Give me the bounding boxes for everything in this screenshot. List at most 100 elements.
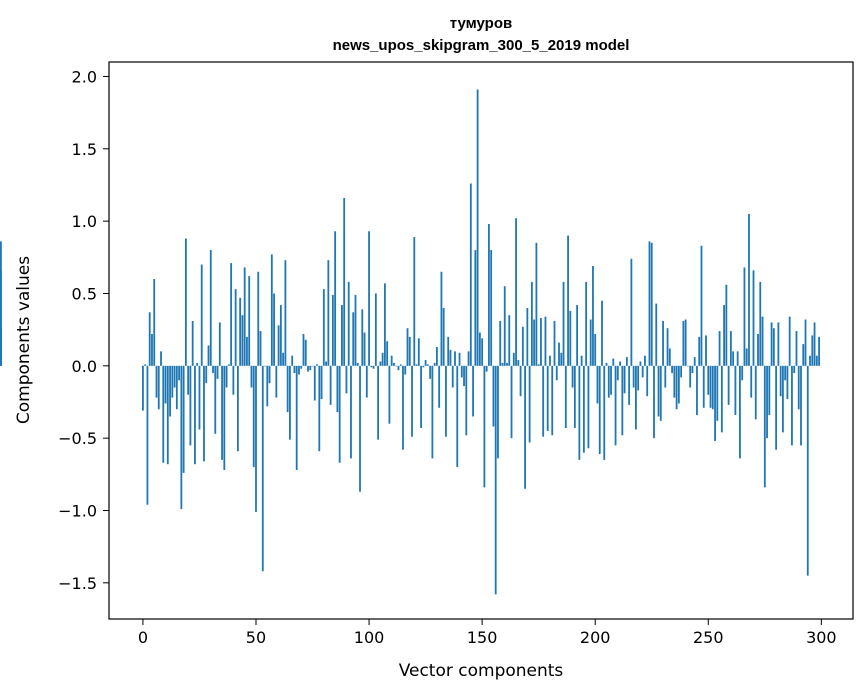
- bar: [648, 241, 651, 366]
- bar: [424, 360, 427, 366]
- bar: [535, 242, 538, 366]
- bar: [350, 365, 352, 459]
- bar: [589, 319, 592, 366]
- bar: [567, 235, 569, 366]
- bar: [343, 197, 346, 366]
- bar: [345, 365, 348, 394]
- bar: [569, 310, 572, 366]
- bar: [614, 365, 617, 446]
- bar: [397, 365, 400, 371]
- bar: [659, 365, 662, 421]
- bar: [625, 357, 628, 366]
- bar: [768, 365, 771, 416]
- bar: [320, 365, 323, 400]
- bar: [277, 325, 280, 366]
- bar: [474, 250, 477, 366]
- bar: [225, 365, 228, 388]
- bar: [447, 336, 450, 366]
- bar: [664, 365, 667, 388]
- bar: [291, 355, 294, 366]
- bar: [458, 352, 461, 366]
- bar: [307, 365, 309, 372]
- x-tick-label: 150: [467, 628, 498, 647]
- bar: [698, 336, 701, 366]
- bar: [456, 365, 459, 468]
- bar: [393, 362, 395, 366]
- bar: [594, 333, 597, 366]
- bar: [492, 365, 495, 427]
- plot-frame: [108, 61, 854, 620]
- bar: [429, 365, 432, 379]
- bar: [779, 365, 782, 397]
- bar: [752, 270, 755, 366]
- bar: [264, 365, 266, 367]
- bar: [442, 307, 445, 366]
- bar: [295, 365, 298, 470]
- bar: [467, 351, 470, 366]
- bar: [786, 365, 789, 400]
- bar: [644, 355, 646, 366]
- bar: [743, 267, 746, 366]
- bar: [515, 218, 517, 366]
- bar: [341, 305, 343, 366]
- bar: [417, 338, 420, 366]
- bar: [793, 365, 796, 374]
- bar: [605, 362, 608, 366]
- bar: [381, 352, 384, 366]
- bar: [668, 348, 671, 366]
- bar: [372, 365, 375, 369]
- bar: [266, 365, 269, 407]
- bar: [166, 365, 169, 465]
- bar: [399, 364, 402, 366]
- bar: [544, 316, 547, 366]
- bar: [562, 281, 565, 366]
- bar: [198, 365, 201, 430]
- bar: [164, 365, 167, 404]
- y-tick-label: −0.5: [58, 429, 97, 448]
- x-axis-label: Vector components: [399, 661, 564, 681]
- bar: [239, 297, 242, 366]
- bar: [655, 303, 658, 366]
- bar: [241, 315, 244, 366]
- bar: [386, 341, 389, 366]
- bar: [501, 362, 504, 366]
- bar: [761, 316, 764, 366]
- bar: [763, 365, 766, 488]
- bar: [804, 319, 807, 366]
- bar: [476, 89, 479, 366]
- bar: [736, 351, 739, 366]
- bar: [612, 358, 615, 366]
- y-tick-label: 2.0: [72, 67, 97, 86]
- bar: [716, 365, 719, 421]
- bar: [268, 365, 271, 384]
- bar: [696, 365, 698, 416]
- bar: [757, 333, 759, 366]
- bar: [469, 183, 472, 366]
- bar: [309, 365, 312, 371]
- bar: [435, 347, 438, 366]
- bar: [691, 365, 694, 374]
- bar: [802, 344, 805, 366]
- bar: [0, 270, 2, 366]
- bar: [279, 305, 282, 366]
- bar: [402, 365, 404, 450]
- bar: [390, 355, 393, 366]
- bar: [530, 281, 533, 366]
- bar: [485, 365, 488, 372]
- bar: [218, 322, 221, 366]
- bar: [537, 364, 540, 366]
- bar: [770, 322, 773, 366]
- bar: [754, 365, 757, 420]
- bar: [603, 365, 606, 460]
- bar: [524, 365, 527, 489]
- bar: [488, 224, 490, 366]
- bar: [646, 365, 649, 397]
- bar: [707, 365, 710, 395]
- bar: [248, 276, 251, 366]
- bar: [677, 365, 680, 404]
- bar: [766, 365, 768, 439]
- x-tick-label: 0: [138, 628, 148, 647]
- bar: [729, 331, 732, 366]
- bar: [560, 352, 563, 366]
- bar: [748, 213, 750, 366]
